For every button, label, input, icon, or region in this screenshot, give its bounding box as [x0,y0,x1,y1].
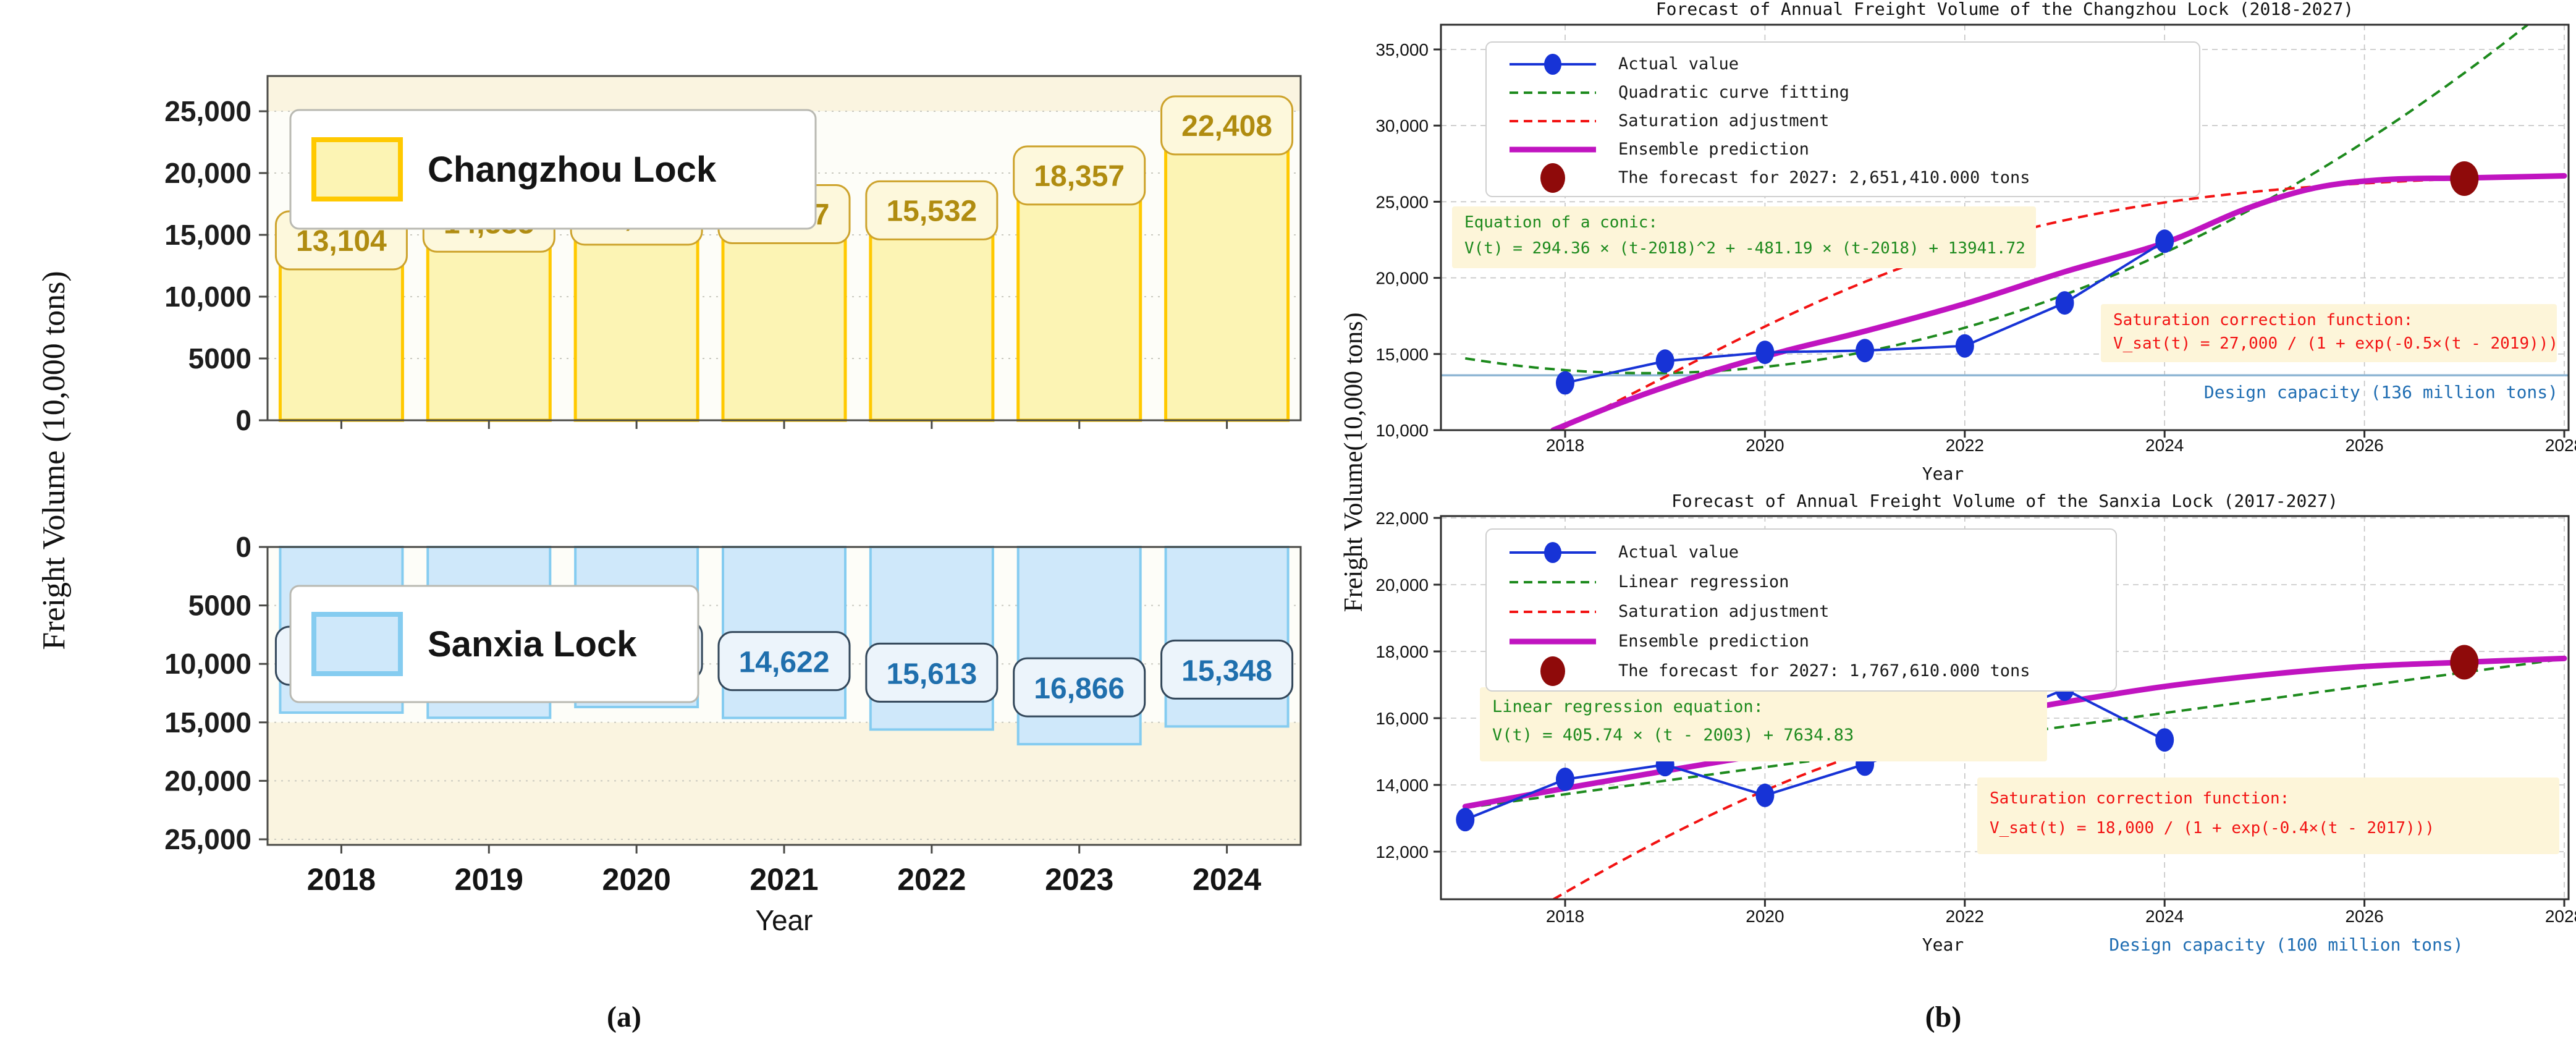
bar-value-box [717,631,851,692]
legend-label: Sanxia Lock [428,624,637,664]
x-tick-label: 2024 [1193,862,1261,897]
bar-value-box [1160,95,1294,156]
bar-value-label: 18,357 [1034,160,1125,193]
bar-value-box [1160,639,1294,700]
y-tick-label: 25,000 [164,823,251,855]
top-cream-band [268,76,1301,111]
panel-a-content: 13,10414,16614,53514,60815,10913,68715,2… [36,75,1302,936]
legend-changzhou [289,109,817,230]
x-tick-label: 2022 [897,862,966,897]
bar-value-box [865,642,999,703]
x-tick-label: 2023 [1045,862,1113,897]
y-tick-label: 0 [235,531,251,563]
y-tick-label: 25,000 [164,95,251,127]
bar-value-box [1013,657,1146,718]
y-tick-label: 15,000 [164,219,251,251]
x-tick-label: 2020 [602,862,671,897]
bar-value-box [1013,145,1146,206]
bar-value-label: 15,348 [1181,655,1272,687]
bar-value-label: 15,532 [886,195,977,227]
bar-changzhou [278,256,404,422]
bar-value-label: 13,104 [296,225,387,258]
y-axis-label: Freight Volume (10,000 tons) [36,271,72,650]
legend-swatch-yellow [311,137,403,201]
y-tick-label: 10,000 [164,281,251,313]
y-tick-label: 5000 [188,342,251,375]
caption-a: (a) [607,1001,641,1033]
bottom-cream-band [268,722,1301,845]
x-tick-label: 2021 [750,862,818,897]
y-tick-label: 20,000 [164,157,251,189]
bar-changzhou [426,239,552,422]
bar-changzhou [573,232,699,422]
bar-value-box [865,180,999,240]
legend-label: Changzhou Lock [428,150,717,190]
y-tick-label: 10,000 [164,648,251,680]
x-axis-label: Year [756,904,813,936]
bar-value-label: 15,613 [886,658,977,690]
y-tick-label: 15,000 [164,706,251,739]
bar-value-label: 16,866 [1034,672,1125,705]
bar-changzhou [1164,142,1290,422]
bar-changzhou [869,226,995,422]
x-tick-label: 2019 [455,862,523,897]
bar-changzhou [721,230,847,422]
x-tick-label: 2018 [307,862,376,897]
y-tick-label: 0 [235,404,251,436]
bar-value-label: 22,408 [1181,110,1272,143]
bar-value-label: 14,622 [739,646,830,679]
caption-b: (b) [1925,1001,1962,1033]
bar-changzhou [1016,192,1142,422]
y-tick-label: 20,000 [164,765,251,797]
legend-swatch-blue [311,612,403,676]
y-tick-label: 5000 [188,590,251,622]
